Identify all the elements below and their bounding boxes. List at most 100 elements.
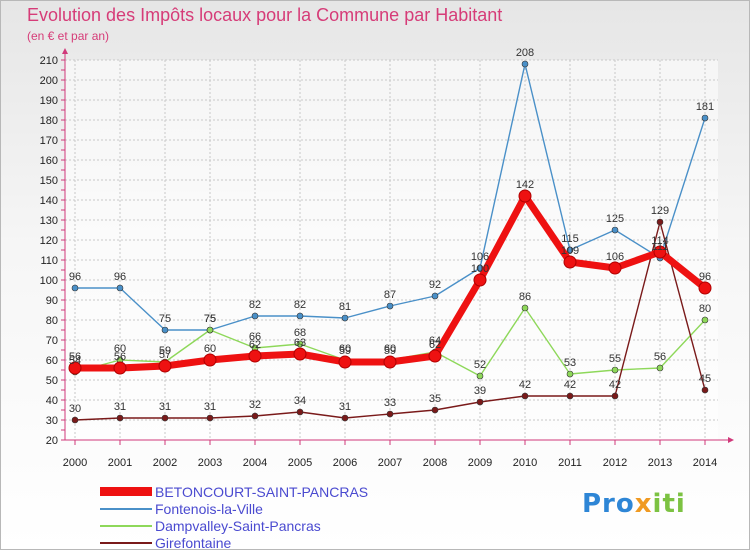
data-label: 60	[339, 343, 351, 355]
data-label: 31	[114, 401, 126, 413]
data-point	[566, 370, 574, 378]
data-label: 82	[249, 299, 261, 311]
data-label: 59	[339, 345, 351, 357]
data-point	[296, 340, 304, 348]
data-point	[566, 392, 574, 400]
data-label: 92	[429, 279, 441, 291]
data-label: 30	[69, 403, 81, 415]
data-point	[653, 245, 667, 259]
data-label: 59	[159, 345, 171, 357]
data-label: 32	[249, 399, 261, 411]
data-label: 181	[696, 101, 714, 113]
data-point	[206, 326, 214, 334]
x-tick-label: 2004	[243, 457, 267, 469]
data-label: 42	[519, 379, 531, 391]
data-label: 106	[606, 251, 624, 263]
y-tick-label: 170	[40, 135, 58, 147]
data-point	[251, 412, 259, 420]
x-tick-label: 2012	[603, 457, 627, 469]
x-tick-label: 2005	[288, 457, 312, 469]
data-label: 68	[294, 327, 306, 339]
data-point	[341, 414, 349, 422]
data-label: 96	[69, 271, 81, 283]
data-label: 56	[654, 351, 666, 363]
data-label: 111	[652, 241, 669, 253]
data-label: 56	[69, 351, 81, 363]
legend-label: Girefontaine	[155, 535, 232, 551]
y-tick-label: 20	[46, 435, 58, 447]
data-label: 96	[114, 271, 126, 283]
data-label: 55	[609, 353, 621, 365]
data-label: 60	[384, 343, 396, 355]
x-tick-label: 2001	[108, 457, 132, 469]
x-tick-label: 2011	[558, 457, 582, 469]
data-label: 75	[204, 313, 216, 325]
data-point	[611, 366, 619, 374]
data-point	[701, 386, 709, 394]
data-point	[521, 60, 529, 68]
y-tick-label: 40	[46, 395, 58, 407]
data-point	[296, 408, 304, 416]
data-point	[476, 372, 484, 380]
y-tick-label: 180	[40, 115, 58, 127]
data-label: 115	[561, 233, 579, 245]
data-label: 62	[249, 339, 261, 351]
data-point	[71, 416, 79, 424]
y-axis-arrow	[62, 48, 68, 54]
data-label: 96	[699, 271, 711, 283]
data-point	[521, 304, 529, 312]
y-tick-label: 130	[40, 215, 58, 227]
data-point	[701, 114, 709, 122]
data-point	[248, 349, 262, 363]
x-tick-label: 2002	[153, 457, 177, 469]
data-label: 75	[204, 313, 216, 325]
data-label: 60	[204, 343, 216, 355]
data-point	[428, 349, 442, 363]
data-label: 142	[516, 179, 534, 191]
x-tick-label: 2010	[513, 457, 537, 469]
data-label: 114	[651, 235, 669, 247]
data-point	[338, 355, 352, 369]
chart-title: Evolution des Impôts locaux pour la Comm…	[27, 5, 503, 25]
y-tick-label: 50	[46, 375, 58, 387]
x-tick-label: 2009	[468, 457, 492, 469]
data-point	[116, 284, 124, 292]
x-tick-label: 2014	[693, 457, 717, 469]
data-point	[296, 312, 304, 320]
y-tick-label: 140	[40, 195, 58, 207]
data-label: 106	[471, 251, 489, 263]
data-label: 31	[159, 401, 171, 413]
x-tick-label: 2013	[648, 457, 672, 469]
data-point	[161, 414, 169, 422]
y-tick-label: 110	[40, 255, 58, 267]
data-point	[113, 361, 127, 375]
logo-part-2: x	[634, 489, 653, 519]
y-tick-label: 60	[46, 355, 58, 367]
data-point	[206, 414, 214, 422]
y-tick-label: 160	[40, 155, 58, 167]
data-label: 82	[294, 299, 306, 311]
data-label: 129	[651, 205, 669, 217]
data-label: 80	[699, 303, 711, 315]
data-point	[386, 410, 394, 418]
data-label: 100	[471, 263, 489, 275]
data-point	[473, 273, 487, 287]
data-label: 42	[564, 379, 576, 391]
data-point	[203, 353, 217, 367]
x-tick-label: 2006	[333, 457, 357, 469]
x-tick-label: 2008	[423, 457, 447, 469]
legend-label: Dampvalley-Saint-Pancras	[155, 518, 321, 534]
legend-swatch	[100, 525, 152, 527]
y-tick-label: 120	[40, 235, 58, 247]
data-point	[521, 392, 529, 400]
data-label: 35	[429, 393, 441, 405]
data-point	[116, 414, 124, 422]
data-point	[701, 316, 709, 324]
data-point	[68, 361, 82, 375]
data-label: 75	[159, 313, 171, 325]
y-tick-label: 90	[46, 295, 58, 307]
data-point	[611, 226, 619, 234]
data-point	[518, 189, 532, 203]
data-label: 39	[474, 385, 486, 397]
